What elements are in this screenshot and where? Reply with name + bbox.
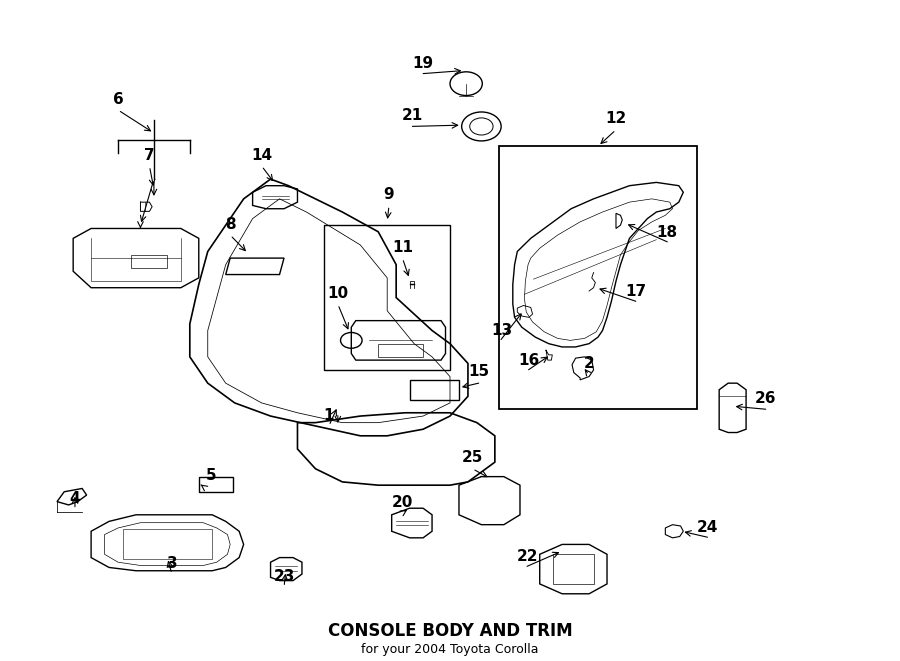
Text: 9: 9 [383, 187, 394, 202]
Bar [199, 477, 233, 492]
Text: 16: 16 [518, 353, 540, 368]
Bar [378, 344, 423, 357]
Text: 1: 1 [324, 408, 334, 422]
Text: 4: 4 [69, 491, 80, 506]
Bar [500, 146, 697, 409]
Text: 23: 23 [274, 569, 294, 584]
Text: 5: 5 [206, 468, 217, 483]
Text: 26: 26 [755, 391, 777, 407]
Text: for your 2004 Toyota Corolla: for your 2004 Toyota Corolla [361, 643, 539, 656]
Text: 3: 3 [166, 556, 177, 570]
Text: 20: 20 [392, 494, 413, 510]
Text: CONSOLE BODY AND TRIM: CONSOLE BODY AND TRIM [328, 622, 572, 640]
Bar [324, 225, 450, 370]
Text: 22: 22 [517, 549, 538, 564]
Bar [131, 254, 167, 268]
Bar [410, 380, 459, 400]
Text: 24: 24 [697, 520, 718, 535]
Text: 18: 18 [656, 225, 678, 240]
Text: 10: 10 [328, 286, 348, 301]
Text: 19: 19 [413, 56, 434, 71]
Text: 17: 17 [625, 284, 646, 299]
Text: 11: 11 [392, 240, 413, 254]
Text: 7: 7 [144, 147, 155, 163]
Text: 8: 8 [225, 217, 236, 232]
Text: 12: 12 [606, 112, 626, 126]
Text: 25: 25 [462, 450, 483, 465]
Text: 2: 2 [584, 356, 594, 371]
Text: 21: 21 [401, 108, 423, 123]
Text: 13: 13 [491, 323, 513, 338]
Text: 14: 14 [251, 147, 272, 163]
Bar [554, 555, 594, 584]
Text: 6: 6 [112, 92, 123, 106]
Text: 15: 15 [468, 364, 489, 379]
Bar [122, 529, 212, 559]
